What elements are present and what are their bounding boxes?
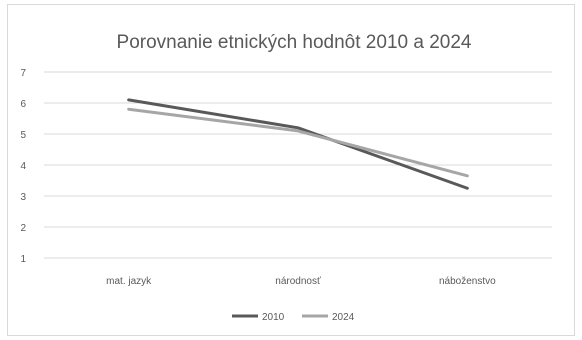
series-line-2010 bbox=[127, 98, 469, 190]
x-category-label: mat. jazyk bbox=[106, 276, 152, 287]
x-axis-categories: mat. jazyk národnosť náboženstvo bbox=[106, 276, 496, 287]
chart-title: Porovnanie etnických hodnôt 2010 a 2024 bbox=[117, 32, 472, 53]
chart-frame bbox=[7, 4, 575, 336]
y-tick-label: 2 bbox=[20, 223, 26, 234]
y-tick-label: 6 bbox=[20, 99, 26, 110]
y-tick-label: 1 bbox=[20, 254, 26, 265]
legend: 2010 2024 bbox=[232, 312, 355, 323]
y-tick-label: 5 bbox=[20, 130, 26, 141]
y-axis-ticks: 1 2 3 4 5 6 7 bbox=[20, 68, 26, 265]
x-category-label: národnosť bbox=[275, 276, 321, 287]
gridlines bbox=[44, 71, 552, 259]
y-tick-label: 4 bbox=[20, 161, 26, 172]
y-tick-label: 3 bbox=[20, 192, 26, 203]
x-category-label: náboženstvo bbox=[439, 276, 496, 287]
series-lines bbox=[127, 98, 469, 190]
y-tick-label: 7 bbox=[20, 68, 26, 79]
series-line-2024 bbox=[127, 107, 469, 178]
legend-label: 2010 bbox=[262, 312, 285, 323]
legend-label: 2024 bbox=[332, 312, 355, 323]
